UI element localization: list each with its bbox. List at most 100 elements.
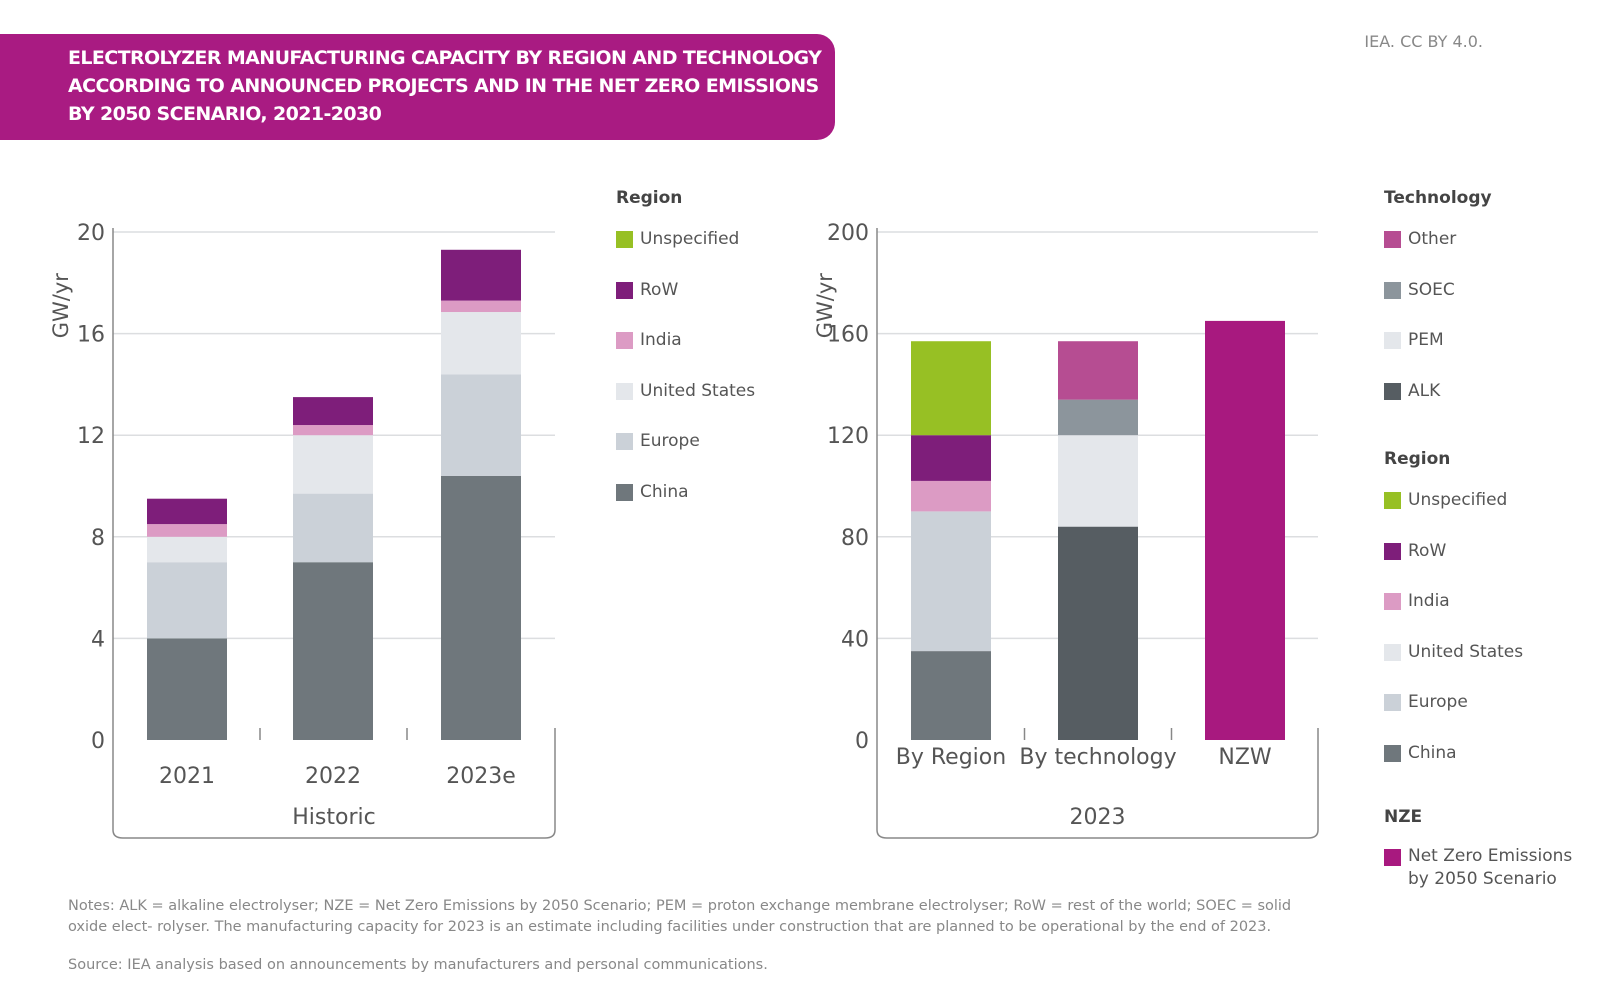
y-axis-label: GW/yr: [813, 273, 837, 339]
legend-item-europe: Europe: [1384, 692, 1574, 712]
bar-segment-india: [293, 425, 373, 436]
y-tick-label: 20: [77, 221, 105, 246]
legend-label: United States: [1408, 641, 1524, 662]
legend-swatch: [1384, 542, 1401, 560]
bar-segment-united-states: [293, 435, 373, 494]
legend-item-unspecified: Unspecified: [616, 229, 806, 249]
bar-segment-nze: [1205, 320, 1285, 740]
legend-label: Europe: [1408, 692, 1468, 713]
legend-label: SOEC: [1408, 279, 1455, 300]
group-label: Historic: [292, 805, 375, 830]
legend-label: China: [1408, 743, 1457, 763]
legend-swatch: [1384, 332, 1401, 350]
legend-swatch: [1384, 643, 1401, 661]
legend-right: Technology Region NZE Net Zero Emissions…: [0, 0, 1572, 889]
legend-item-india: India: [616, 330, 806, 350]
legend-label: India: [1408, 591, 1450, 612]
legend-swatch: [1384, 231, 1401, 248]
x-tick-label: NZW: [1218, 745, 1272, 770]
bar-segment-india: [441, 300, 521, 313]
title-banner: ELECTROLYZER MANUFACTURING CAPACITY BY R…: [0, 34, 835, 140]
legend-swatch: [616, 382, 633, 400]
legend-label: PEM: [1408, 330, 1444, 351]
bar-segment-soec: [1058, 399, 1138, 436]
credit: IEA. CC BY 4.0.: [1364, 32, 1483, 51]
bar-segment-row: [293, 397, 373, 426]
bar-segment-china: [293, 562, 373, 740]
legend-swatch: [616, 484, 633, 501]
bar-segment-europe: [441, 374, 521, 476]
legend-swatch: [616, 281, 633, 299]
legend-swatch: [1384, 281, 1401, 299]
legend-swatch: [1384, 694, 1401, 712]
bar-segment-united-states: [441, 312, 521, 375]
bar-segment-europe: [911, 511, 991, 652]
legend-label: Europe: [640, 431, 700, 452]
bar-segment-row: [147, 498, 227, 525]
bar-segment-unspecified: [911, 341, 991, 436]
y-tick-label: 0: [91, 729, 105, 754]
legend-label: Net Zero Emissions by 2050 Scenario: [1408, 846, 1573, 889]
category-bracket: [876, 728, 1319, 839]
legend-label: Unspecified: [640, 229, 740, 249]
title-line: ELECTROLYZER MANUFACTURING CAPACITY BY R…: [68, 47, 822, 69]
bar-segment-india: [147, 524, 227, 537]
legend-item-alk: ALK: [1384, 381, 1574, 401]
legend-title: Region: [616, 188, 683, 208]
legend-left: Region Unspecified RoW India United States E…: [0, 0, 755, 502]
y-tick-label: 40: [841, 627, 869, 652]
legend-swatch: [1384, 849, 1401, 866]
legend-label: Unspecified: [1408, 490, 1508, 510]
group-label: 2023: [1070, 805, 1126, 830]
y-tick-label: 160: [827, 323, 869, 348]
source: Source: IEA analysis based on announceme…: [68, 957, 768, 973]
legend-swatch: [1384, 593, 1401, 611]
y-tick-label: 8: [91, 526, 105, 551]
legend-item-nze: Net Zero Emissions by 2050 Scenario: [1384, 846, 1580, 891]
legend-item-pem: PEM: [1384, 330, 1574, 350]
bar-segment-china: [911, 651, 991, 740]
y-tick-label: 4: [91, 627, 105, 652]
y-tick-label: 12: [77, 424, 105, 449]
bar-segment-india: [911, 480, 991, 512]
legend-label: India: [640, 330, 682, 351]
bar-segment-china: [147, 638, 227, 740]
bar-segment-europe: [293, 493, 373, 563]
bar-segment-united-states: [147, 536, 227, 563]
y-tick-label: 0: [855, 729, 869, 754]
legend-item-india: India: [1384, 591, 1574, 611]
legend-label: Other: [1408, 229, 1457, 249]
legend-item-china: China: [616, 482, 806, 502]
legend-title-region: Region: [1384, 449, 1451, 469]
legend-label: China: [640, 482, 689, 502]
legend-item-unspecified: Unspecified: [1384, 490, 1574, 510]
bar-segment-row: [441, 249, 521, 301]
y-axis-label: GW/yr: [49, 273, 73, 339]
y-tick-label: 120: [827, 424, 869, 449]
legend-swatch: [1384, 492, 1401, 509]
legend-item-europe: Europe: [616, 431, 806, 451]
legend-swatch: [616, 332, 633, 350]
legend-label: RoW: [1408, 540, 1447, 561]
y-tick-label: 16: [77, 323, 105, 348]
bar-segment-alk: [1058, 526, 1138, 740]
notes: Notes: ALK = alkaline electrolyser; NZE …: [68, 898, 1292, 935]
title-line: ACCORDING TO ANNOUNCED PROJECTS AND IN T…: [68, 75, 819, 97]
bar-segment-europe: [147, 562, 227, 639]
legend-label: ALK: [1408, 380, 1441, 401]
title-line: BY 2050 SCENARIO, 2021-2030: [68, 103, 382, 125]
legend-title-nze: NZE: [1384, 807, 1423, 827]
legend-swatch: [1384, 745, 1401, 762]
y-tick-label: 200: [827, 221, 869, 246]
x-tick-label: By Region: [896, 745, 1006, 770]
bar-segment-row: [911, 435, 991, 481]
x-tick-label: 2023e: [446, 764, 516, 789]
x-tick-label: By technology: [1019, 745, 1176, 770]
bar-segment-pem: [1058, 435, 1138, 527]
x-tick-label: 2022: [305, 764, 361, 789]
legend-item-soec: SOEC: [1384, 280, 1574, 300]
x-tick-label: 2021: [159, 764, 215, 789]
legend-item-row: RoW: [616, 280, 806, 300]
legend-swatch: [616, 231, 633, 248]
